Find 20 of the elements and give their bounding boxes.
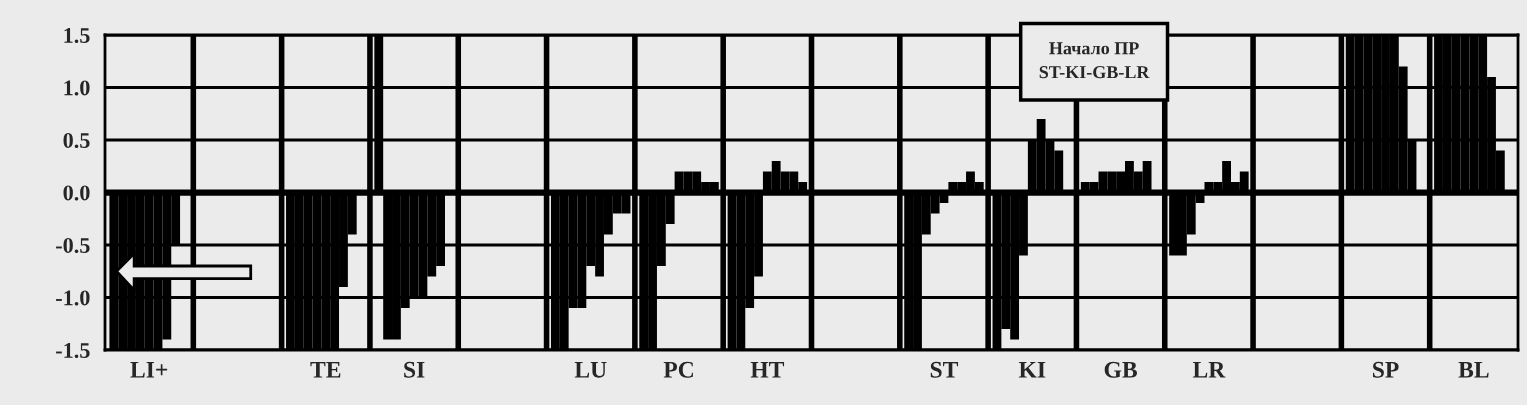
annotation: Начало ПР ST-KI-GB-LR: [1039, 42, 1150, 79]
x-tick-label: BL: [1458, 362, 1489, 378]
x-tick-label: LI+: [130, 362, 168, 378]
y-tick-label: -1.0: [56, 290, 90, 306]
x-tick-label: LR: [1192, 362, 1226, 378]
x-tick-label: SP: [1373, 361, 1399, 378]
y-tick-label: -1.5: [56, 343, 90, 359]
x-tick-label: ST: [930, 361, 959, 378]
x-tick-label: HT: [750, 362, 785, 378]
x-tick-label: GB: [1104, 361, 1137, 378]
x-tick-label: KI: [1018, 362, 1046, 378]
x-tick-label: SI: [404, 361, 425, 378]
x-tick-label: PC: [663, 361, 693, 378]
x-tick-label: LU: [574, 362, 607, 378]
y-tick-label: 0.5: [63, 132, 90, 149]
y-tick-label: 1.5: [64, 28, 90, 44]
y-tick-label: 0.0: [63, 185, 90, 201]
y-tick-label: -0.5: [56, 237, 90, 254]
y-tick-label: 1.0: [64, 80, 90, 96]
x-tick-label: TE: [310, 362, 341, 378]
